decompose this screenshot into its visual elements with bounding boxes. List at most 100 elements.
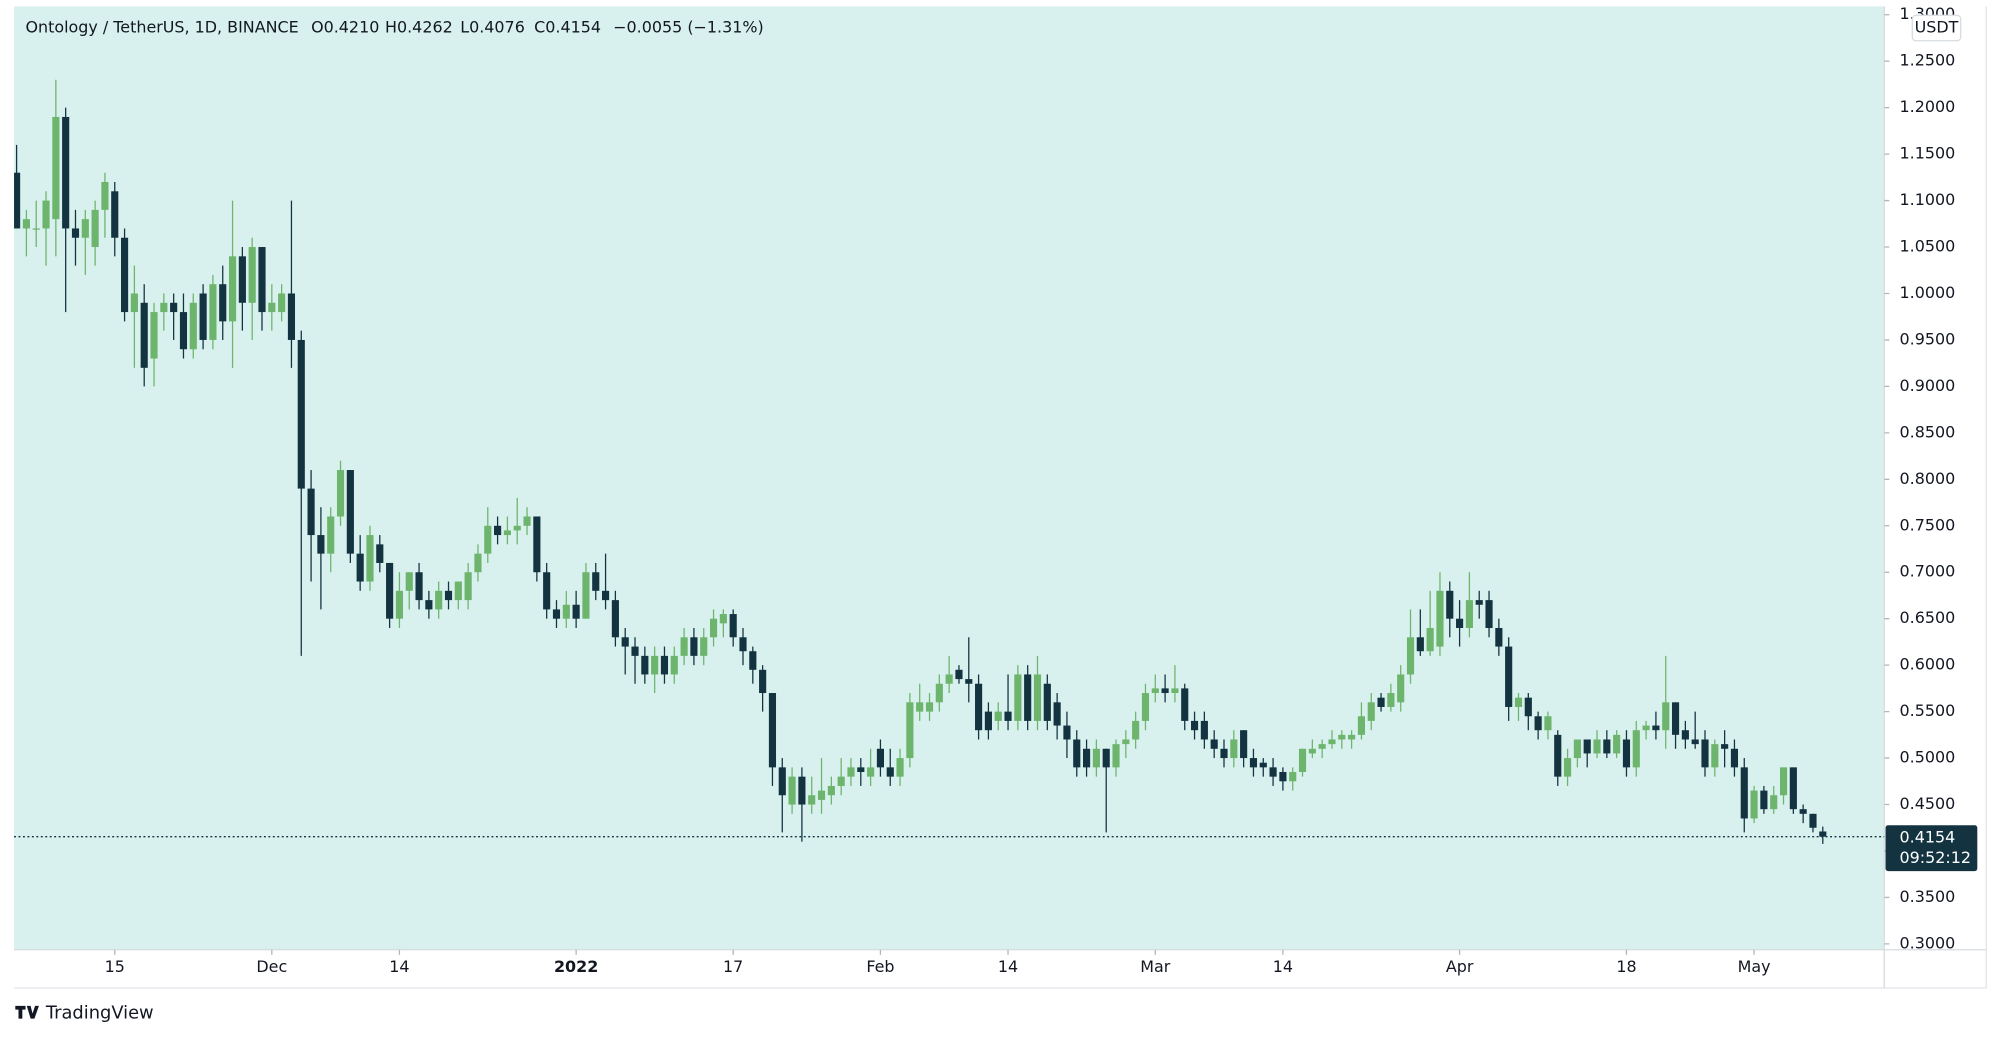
candle-body [1200,720,1208,740]
brand[interactable]: TradingView [45,1003,154,1024]
x-tick-label: 14 [389,957,409,976]
currency-box[interactable] [1911,14,1962,42]
y-tick-label: 0.7500 [1900,515,1956,534]
candle-body [278,293,286,313]
candle-body [22,219,30,229]
candle-body [1514,697,1523,707]
candle-body [788,776,796,805]
candle-body [503,530,511,536]
candle-body [140,302,148,368]
candle-body [975,683,983,731]
candle-body [729,614,737,638]
candle-body [808,795,816,805]
candle-body [336,470,345,517]
candle-body [405,572,413,591]
candle-body [14,172,21,229]
y-tick-label: 0.9000 [1900,376,1956,395]
candle-body [700,637,708,656]
candle-body [130,293,138,313]
candle-body [994,711,1002,721]
candle-body [327,516,335,554]
y-tick-label: 0.4500 [1900,794,1956,813]
candle-body [768,693,777,768]
candle-body [1760,790,1768,810]
y-tick-label: 0.5500 [1900,701,1956,720]
candle-body [984,711,992,731]
currency[interactable]: USDT [1915,18,1959,37]
candle-body [1554,734,1562,777]
candle-body [228,256,237,322]
candle-body [857,767,865,773]
candle-body [1721,744,1729,749]
candle-body [523,516,531,526]
candle-body [1740,767,1748,819]
candle-body [1475,600,1483,605]
low: L0.4076 [460,18,525,37]
candle-body [287,293,296,340]
x-tick-label: 18 [1616,957,1636,976]
candle-body [916,702,924,712]
candle-body [1730,748,1739,768]
x-tick-label: Apr [1446,957,1474,976]
candle-body [484,525,492,554]
candle-body [1681,730,1689,740]
candle-body [935,683,943,703]
x-tick-label: 14 [998,957,1018,976]
candle-body [552,609,561,619]
candle-body [1662,702,1670,731]
candle-body [1456,618,1464,628]
y-tick-label: 1.2500 [1900,51,1956,70]
candle-body [1465,600,1473,628]
candle-body [1279,772,1287,782]
candle-body [925,702,934,712]
candle-body [435,590,443,610]
candle-body [376,544,384,563]
candle-body [582,572,590,619]
candle-body [1534,716,1542,731]
y-tick-label: 0.6000 [1900,655,1956,674]
candle-body [474,553,482,573]
candle-body [867,767,875,777]
candle-body [1485,600,1493,628]
y-tick-label: 0.8000 [1900,469,1956,488]
candle-body [1269,767,1277,777]
candle-body [317,535,325,554]
candle-body [160,302,168,313]
candle-body [965,679,973,684]
candle-body [1603,739,1611,754]
y-tick-label: 0.5000 [1900,748,1956,767]
candle-body [386,562,394,619]
brand-logo[interactable]: TradingView [15,1003,154,1024]
symbol: Ontology / TetherUS, 1D, BINANCE [26,18,299,37]
candle-body [1190,720,1199,731]
x-tick-label: 15 [105,957,125,976]
candle-body [680,637,688,656]
plot-area [14,6,1885,950]
candle-body [817,790,826,800]
candle-body [1073,739,1081,768]
candle-body [464,572,472,601]
candle-body [611,600,619,638]
candle-body [1819,831,1827,837]
candle-body [1357,716,1365,735]
candle-body [1338,734,1346,740]
candle-body [1750,790,1758,819]
candle-body [356,553,364,582]
candle-body [1387,693,1395,707]
candle-body [42,200,50,229]
candle-body [602,590,610,601]
candle-body [268,302,276,313]
candle-body [533,516,541,573]
candle-body [1289,772,1297,782]
candle-body [101,181,109,210]
candle-body [111,191,119,238]
candle-body [1210,739,1218,749]
y-tick-label: 0.8500 [1900,422,1956,441]
candle-body [454,581,462,601]
candle-body [631,646,639,656]
candle-body [1132,720,1140,740]
y-tick-label: 1.0500 [1900,237,1956,256]
candle-body [1622,739,1631,768]
x-tick-label: 14 [1273,957,1293,976]
